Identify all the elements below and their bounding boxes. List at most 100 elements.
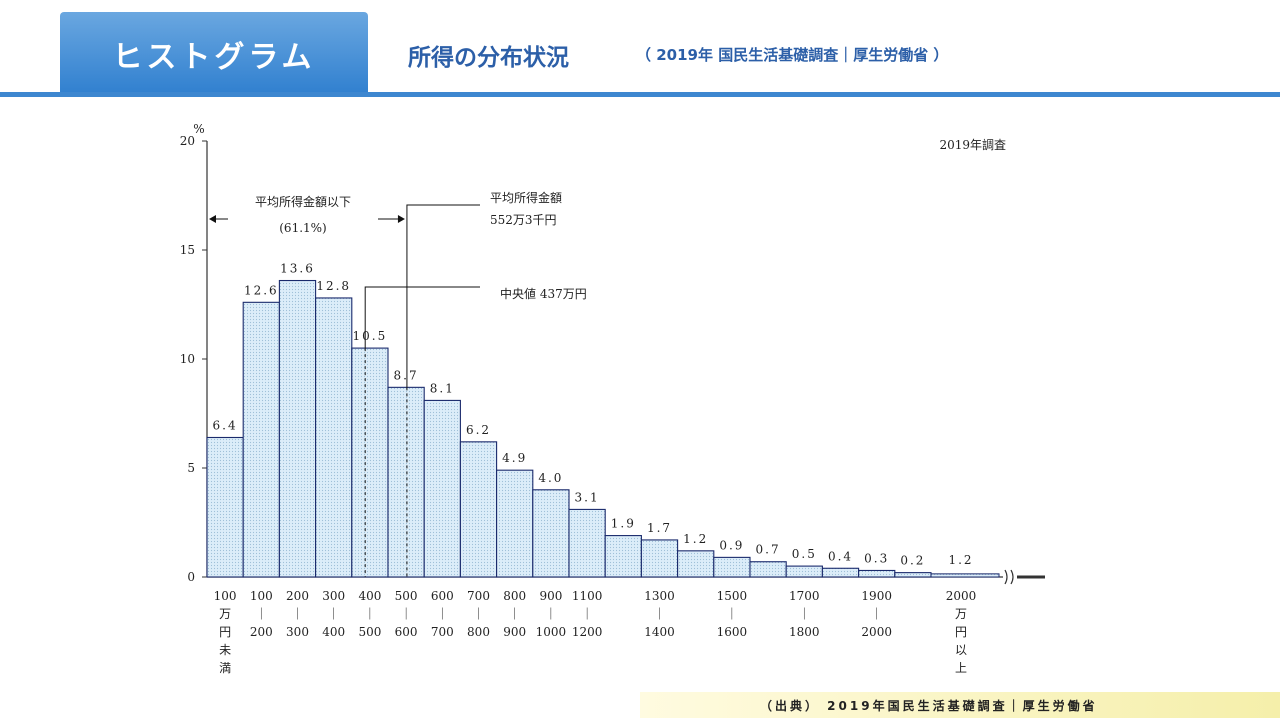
x-tick-label: 2000 bbox=[946, 589, 977, 603]
histogram-bar bbox=[315, 297, 353, 578]
histogram-bar bbox=[604, 535, 642, 578]
histogram-bar bbox=[387, 386, 425, 578]
x-tick-label: 400 bbox=[322, 625, 345, 639]
below-mean-label-bg bbox=[228, 190, 378, 238]
histogram-bar bbox=[351, 347, 389, 578]
y-tick-label: 5 bbox=[187, 461, 195, 475]
x-tick-label: 200 bbox=[286, 589, 309, 603]
x-tick-label: 800 bbox=[503, 589, 526, 603]
x-tick-label: 以 bbox=[955, 643, 967, 657]
bar-value-label: 0.2 bbox=[900, 554, 925, 568]
y-tick-label: 0 bbox=[187, 570, 195, 584]
x-tick-label: 900 bbox=[503, 625, 526, 639]
page-subtitle: （ 2019年 国民生活基礎調査｜厚生労働省 ） bbox=[636, 46, 949, 64]
corner-note: 2019年調査 bbox=[939, 138, 1006, 152]
y-tick-label: 15 bbox=[180, 243, 195, 257]
histogram-bar bbox=[821, 567, 860, 578]
x-tick-label: ｜ bbox=[436, 607, 448, 621]
histogram-bar bbox=[206, 436, 244, 578]
bar-value-label: 13.6 bbox=[280, 262, 315, 276]
histogram-bar bbox=[930, 573, 1000, 578]
histogram-bar bbox=[894, 572, 932, 578]
bar-value-label: 0.7 bbox=[756, 543, 781, 557]
axis-break-mark bbox=[1004, 569, 1014, 585]
bar-value-label: 3.1 bbox=[575, 490, 600, 504]
histogram-bar bbox=[459, 441, 498, 578]
bar-value-label: 4.0 bbox=[538, 471, 563, 485]
histogram-bar bbox=[677, 550, 715, 578]
x-tick-label: 100 bbox=[250, 589, 273, 603]
x-tick-label: 万 bbox=[219, 607, 231, 621]
histogram-bar bbox=[532, 489, 570, 578]
histogram-bar bbox=[496, 469, 534, 578]
y-tick-label: 10 bbox=[180, 352, 195, 366]
y-unit: % bbox=[193, 122, 204, 136]
median-leader bbox=[364, 286, 480, 349]
mean-label: 平均所得金額 bbox=[490, 190, 562, 205]
x-tick-label: ｜ bbox=[545, 607, 557, 621]
x-tick-label: 1400 bbox=[644, 625, 675, 639]
x-tick-label: 万 bbox=[955, 607, 967, 621]
x-tick-label: ｜ bbox=[653, 607, 665, 621]
mean-value: 552万3千円 bbox=[490, 213, 557, 227]
arrow-left-icon bbox=[209, 215, 216, 223]
x-tick-label: 300 bbox=[322, 589, 345, 603]
x-tick-label: ｜ bbox=[581, 607, 593, 621]
x-tick-label: 2000 bbox=[861, 625, 892, 639]
bar-value-label: 8.1 bbox=[430, 381, 455, 395]
x-tick-label: 200 bbox=[250, 625, 273, 639]
x-tick-label: 500 bbox=[358, 625, 381, 639]
x-tick-label: ｜ bbox=[509, 607, 521, 621]
x-tick-label: 1800 bbox=[789, 625, 820, 639]
x-tick-label: ｜ bbox=[291, 607, 303, 621]
bar-value-label: 0.3 bbox=[864, 551, 889, 565]
x-tick-label: 1300 bbox=[644, 589, 675, 603]
bar-value-label: 6.4 bbox=[213, 418, 238, 432]
bar-value-label: 12.8 bbox=[316, 279, 351, 293]
source-note: （出典） 2019年国民生活基礎調査｜厚生労働省 bbox=[640, 692, 1280, 718]
arrow-right-icon bbox=[397, 215, 405, 223]
x-tick-label: 700 bbox=[431, 625, 454, 639]
bar-value-label: 1.9 bbox=[611, 517, 636, 531]
x-tick-label: 300 bbox=[286, 625, 309, 639]
bar-value-label: 4.9 bbox=[502, 451, 527, 465]
x-tick-label: ｜ bbox=[328, 607, 340, 621]
below-mean-pct: (61.1%) bbox=[279, 221, 326, 235]
x-tick-label: 400 bbox=[358, 589, 381, 603]
bar-value-label: 6.2 bbox=[466, 423, 491, 437]
x-tick-label: 1100 bbox=[572, 589, 603, 603]
bar-value-label: 10.5 bbox=[353, 329, 388, 343]
histogram-bar bbox=[568, 508, 606, 578]
x-tick-label: 円 bbox=[219, 625, 231, 639]
x-tick-label: 1200 bbox=[572, 625, 603, 639]
x-tick-label: 1600 bbox=[717, 625, 748, 639]
page-title: 所得の分布状況 bbox=[408, 45, 569, 71]
x-tick-label: 900 bbox=[539, 589, 562, 603]
x-tick-label: ｜ bbox=[726, 607, 738, 621]
x-tick-label: ｜ bbox=[798, 607, 810, 621]
header-divider bbox=[0, 92, 1280, 97]
x-tick-label: 1500 bbox=[717, 589, 748, 603]
x-tick-label: ｜ bbox=[255, 607, 267, 621]
histogram-bar bbox=[713, 556, 751, 578]
x-tick-label: 600 bbox=[431, 589, 454, 603]
section-tab: ヒストグラム bbox=[60, 12, 368, 96]
x-tick-label: 1900 bbox=[861, 589, 892, 603]
section-tab-label: ヒストグラム bbox=[112, 40, 316, 75]
bar-value-label: 1.7 bbox=[647, 521, 672, 535]
x-tick-label: 800 bbox=[467, 625, 490, 639]
median-label: 中央値 437万円 bbox=[500, 286, 587, 301]
bar-value-label: 0.5 bbox=[792, 547, 817, 561]
mean-leader bbox=[406, 204, 480, 388]
x-tick-label: 600 bbox=[395, 625, 418, 639]
x-tick-label: 500 bbox=[395, 589, 418, 603]
bar-value-label: 0.9 bbox=[719, 538, 744, 552]
x-tick-label: 満 bbox=[219, 661, 231, 675]
x-tick-label: ｜ bbox=[364, 607, 376, 621]
histogram-bar bbox=[242, 301, 280, 578]
histogram-bar bbox=[858, 569, 896, 578]
histogram-bar bbox=[423, 399, 461, 578]
histogram-bar bbox=[785, 565, 823, 578]
x-tick-label: 1700 bbox=[789, 589, 820, 603]
